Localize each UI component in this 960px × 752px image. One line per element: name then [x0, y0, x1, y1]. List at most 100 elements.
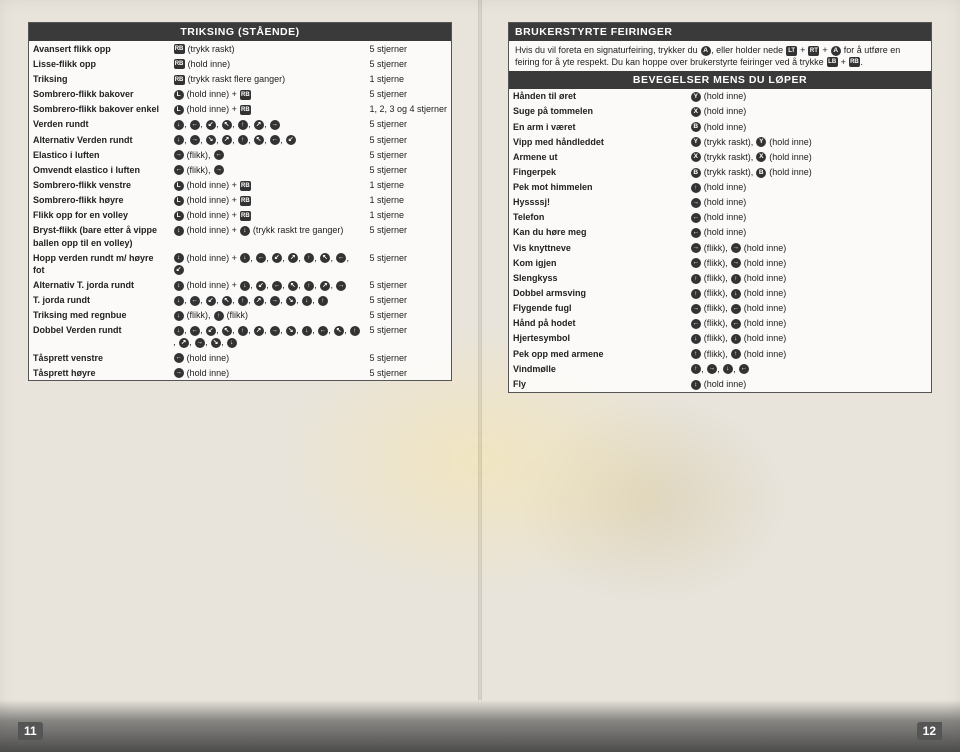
move-input: ← (hold inne) — [169, 350, 365, 365]
move-name: Tåsprett høyre — [29, 365, 169, 380]
move-name: Triksing — [29, 71, 169, 86]
move-input: ↓, ←, ↙, ↖, ↑, ↗, →, ↘, ↓, ↑ — [169, 293, 365, 308]
move-stars: 5 stjerner — [365, 162, 451, 177]
move-name: Pek opp med armene — [509, 346, 686, 361]
table-row: Flikk opp for en volleyL (hold inne) + R… — [29, 208, 451, 223]
move-input: X (trykk raskt), X (hold inne) — [686, 149, 931, 164]
move-input: ← (flikk), → — [169, 162, 365, 177]
move-input: L (hold inne) + RB — [169, 87, 365, 102]
page-number-left: 11 — [18, 722, 43, 740]
move-stars: 1 stjerne — [365, 177, 451, 192]
move-name: Hopp verden rundt m/ høyre fot — [29, 250, 169, 277]
table-row: Hopp verden rundt m/ høyre fot↕ (hold in… — [29, 250, 451, 277]
table-row: Triksing med regnbue↓ (flikk), ↑ (flikk)… — [29, 308, 451, 323]
move-name: Avansert flikk opp — [29, 41, 169, 56]
move-stars: 5 stjerner — [365, 277, 451, 292]
move-input: → (flikk), ← — [169, 147, 365, 162]
bevegelser-header: BEVEGELSER MENS DU LØPER — [509, 71, 931, 89]
move-input: Y (hold inne) — [686, 89, 931, 104]
move-name: Sombrero-flikk bakover enkel — [29, 102, 169, 117]
move-stars: 1, 2, 3 og 4 stjerner — [365, 102, 451, 117]
move-input: ← (hold inne) — [686, 225, 931, 240]
move-input: ↑ (hold inne) — [686, 180, 931, 195]
move-name: Flygende fugl — [509, 301, 686, 316]
table-row: Dobbel Verden rundt↓, ←, ↙, ↖, ↑, ↗, →, … — [29, 323, 451, 350]
move-name: Alternativ T. jorda rundt — [29, 277, 169, 292]
move-input: → (hold inne) — [169, 365, 365, 380]
move-input: RB (hold inne) — [169, 56, 365, 71]
move-stars: 5 stjerner — [365, 323, 451, 350]
move-input: ↓, →, ↘, ↗, ↑, ↖, ←, ↙ — [169, 132, 365, 147]
move-name: Vis knyttneve — [509, 240, 686, 255]
move-name: Vipp med håndleddet — [509, 134, 686, 149]
move-name: Hyssssj! — [509, 195, 686, 210]
move-name: Suge på tommelen — [509, 104, 686, 119]
table-row: Tåsprett venstre← (hold inne)5 stjerner — [29, 350, 451, 365]
move-name: Vindmølle — [509, 361, 686, 376]
table-row: Pek opp med armene↑ (flikk), ↑ (hold inn… — [509, 346, 931, 361]
page-number-right: 12 — [917, 722, 942, 740]
footer-band — [0, 700, 960, 752]
table-row: Hyssssj!→ (hold inne) — [509, 195, 931, 210]
move-input: ↑, →, ↓, ← — [686, 361, 931, 376]
move-name: Sombrero-flikk høyre — [29, 193, 169, 208]
table-row: Dobbel armsving↑ (flikk), ↓ (hold inne) — [509, 286, 931, 301]
move-name: Dobbel armsving — [509, 286, 686, 301]
table-row: Telefon← (hold inne) — [509, 210, 931, 225]
move-input: ← (flikk), ← (hold inne) — [686, 316, 931, 331]
triksing-table: Avansert flikk oppRB (trykk raskt)5 stje… — [29, 41, 451, 380]
table-row: Hånden til øretY (hold inne) — [509, 89, 931, 104]
table-row: Sombrero-flikk bakoverL (hold inne) + RB… — [29, 87, 451, 102]
move-name: Kan du høre meg — [509, 225, 686, 240]
move-stars: 5 stjerner — [365, 41, 451, 56]
table-row: Fly↕ (hold inne) — [509, 376, 931, 391]
table-row: Verden rundt↓, ←, ↙, ↖, ↑, ↗, →5 stjerne… — [29, 117, 451, 132]
table-row: Hånd på hodet← (flikk), ← (hold inne) — [509, 316, 931, 331]
move-name: Triksing med regnbue — [29, 308, 169, 323]
move-name: Alternativ Verden rundt — [29, 132, 169, 147]
move-name: Armene ut — [509, 149, 686, 164]
move-name: Sombrero-flikk venstre — [29, 177, 169, 192]
move-input: ← (hold inne) — [686, 210, 931, 225]
move-input: ← (flikk), → (hold inne) — [686, 255, 931, 270]
table-row: Alternativ T. jorda rundt↕ (hold inne) +… — [29, 277, 451, 292]
table-row: Kom igjen← (flikk), → (hold inne) — [509, 255, 931, 270]
move-name: Lisse-flikk opp — [29, 56, 169, 71]
move-stars: 5 stjerner — [365, 132, 451, 147]
move-input: ↕ (hold inne) + ↕ (trykk raskt tre gange… — [169, 223, 365, 250]
move-input: L (hold inne) + RB — [169, 208, 365, 223]
move-name: Tåsprett venstre — [29, 350, 169, 365]
move-name: Omvendt elastico i luften — [29, 162, 169, 177]
move-name: En arm i været — [509, 119, 686, 134]
page-spine — [478, 0, 482, 700]
move-input: ↑ (flikk), ↑ (hold inne) — [686, 270, 931, 285]
table-row: Vis knyttneve→ (flikk), → (hold inne) — [509, 240, 931, 255]
move-input: B (hold inne) — [686, 119, 931, 134]
move-stars: 5 stjerner — [365, 308, 451, 323]
move-name: Sombrero-flikk bakover — [29, 87, 169, 102]
table-row: Avansert flikk oppRB (trykk raskt)5 stje… — [29, 41, 451, 56]
table-row: Vindmølle↑, →, ↓, ← — [509, 361, 931, 376]
move-stars: 1 stjerne — [365, 208, 451, 223]
table-row: Slengkyss↑ (flikk), ↑ (hold inne) — [509, 270, 931, 285]
table-row: Tåsprett høyre→ (hold inne)5 stjerner — [29, 365, 451, 380]
move-input: L (hold inne) + RB — [169, 193, 365, 208]
move-stars: 5 stjerner — [365, 223, 451, 250]
table-row: Sombrero-flikk bakover enkelL (hold inne… — [29, 102, 451, 117]
table-row: Elastico i luften→ (flikk), ←5 stjerner — [29, 147, 451, 162]
table-row: Suge på tommelenX (hold inne) — [509, 104, 931, 119]
move-input: ↑ (flikk), ↓ (hold inne) — [686, 286, 931, 301]
table-row: Armene utX (trykk raskt), X (hold inne) — [509, 149, 931, 164]
move-stars: 5 stjerner — [365, 350, 451, 365]
move-name: Pek mot himmelen — [509, 180, 686, 195]
right-page: BRUKERSTYRTE FEIRINGER Hvis du vil foret… — [480, 0, 960, 700]
table-row: Sombrero-flikk høyreL (hold inne) + RB1 … — [29, 193, 451, 208]
move-name: Fly — [509, 376, 686, 391]
move-stars: 5 stjerner — [365, 56, 451, 71]
table-row: Lisse-flikk oppRB (hold inne)5 stjerner — [29, 56, 451, 71]
table-row: TriksingRB (trykk raskt flere ganger)1 s… — [29, 71, 451, 86]
move-name: Elastico i luften — [29, 147, 169, 162]
table-row: Pek mot himmelen↑ (hold inne) — [509, 180, 931, 195]
move-input: X (hold inne) — [686, 104, 931, 119]
table-row: T. jorda rundt↓, ←, ↙, ↖, ↑, ↗, →, ↘, ↓,… — [29, 293, 451, 308]
